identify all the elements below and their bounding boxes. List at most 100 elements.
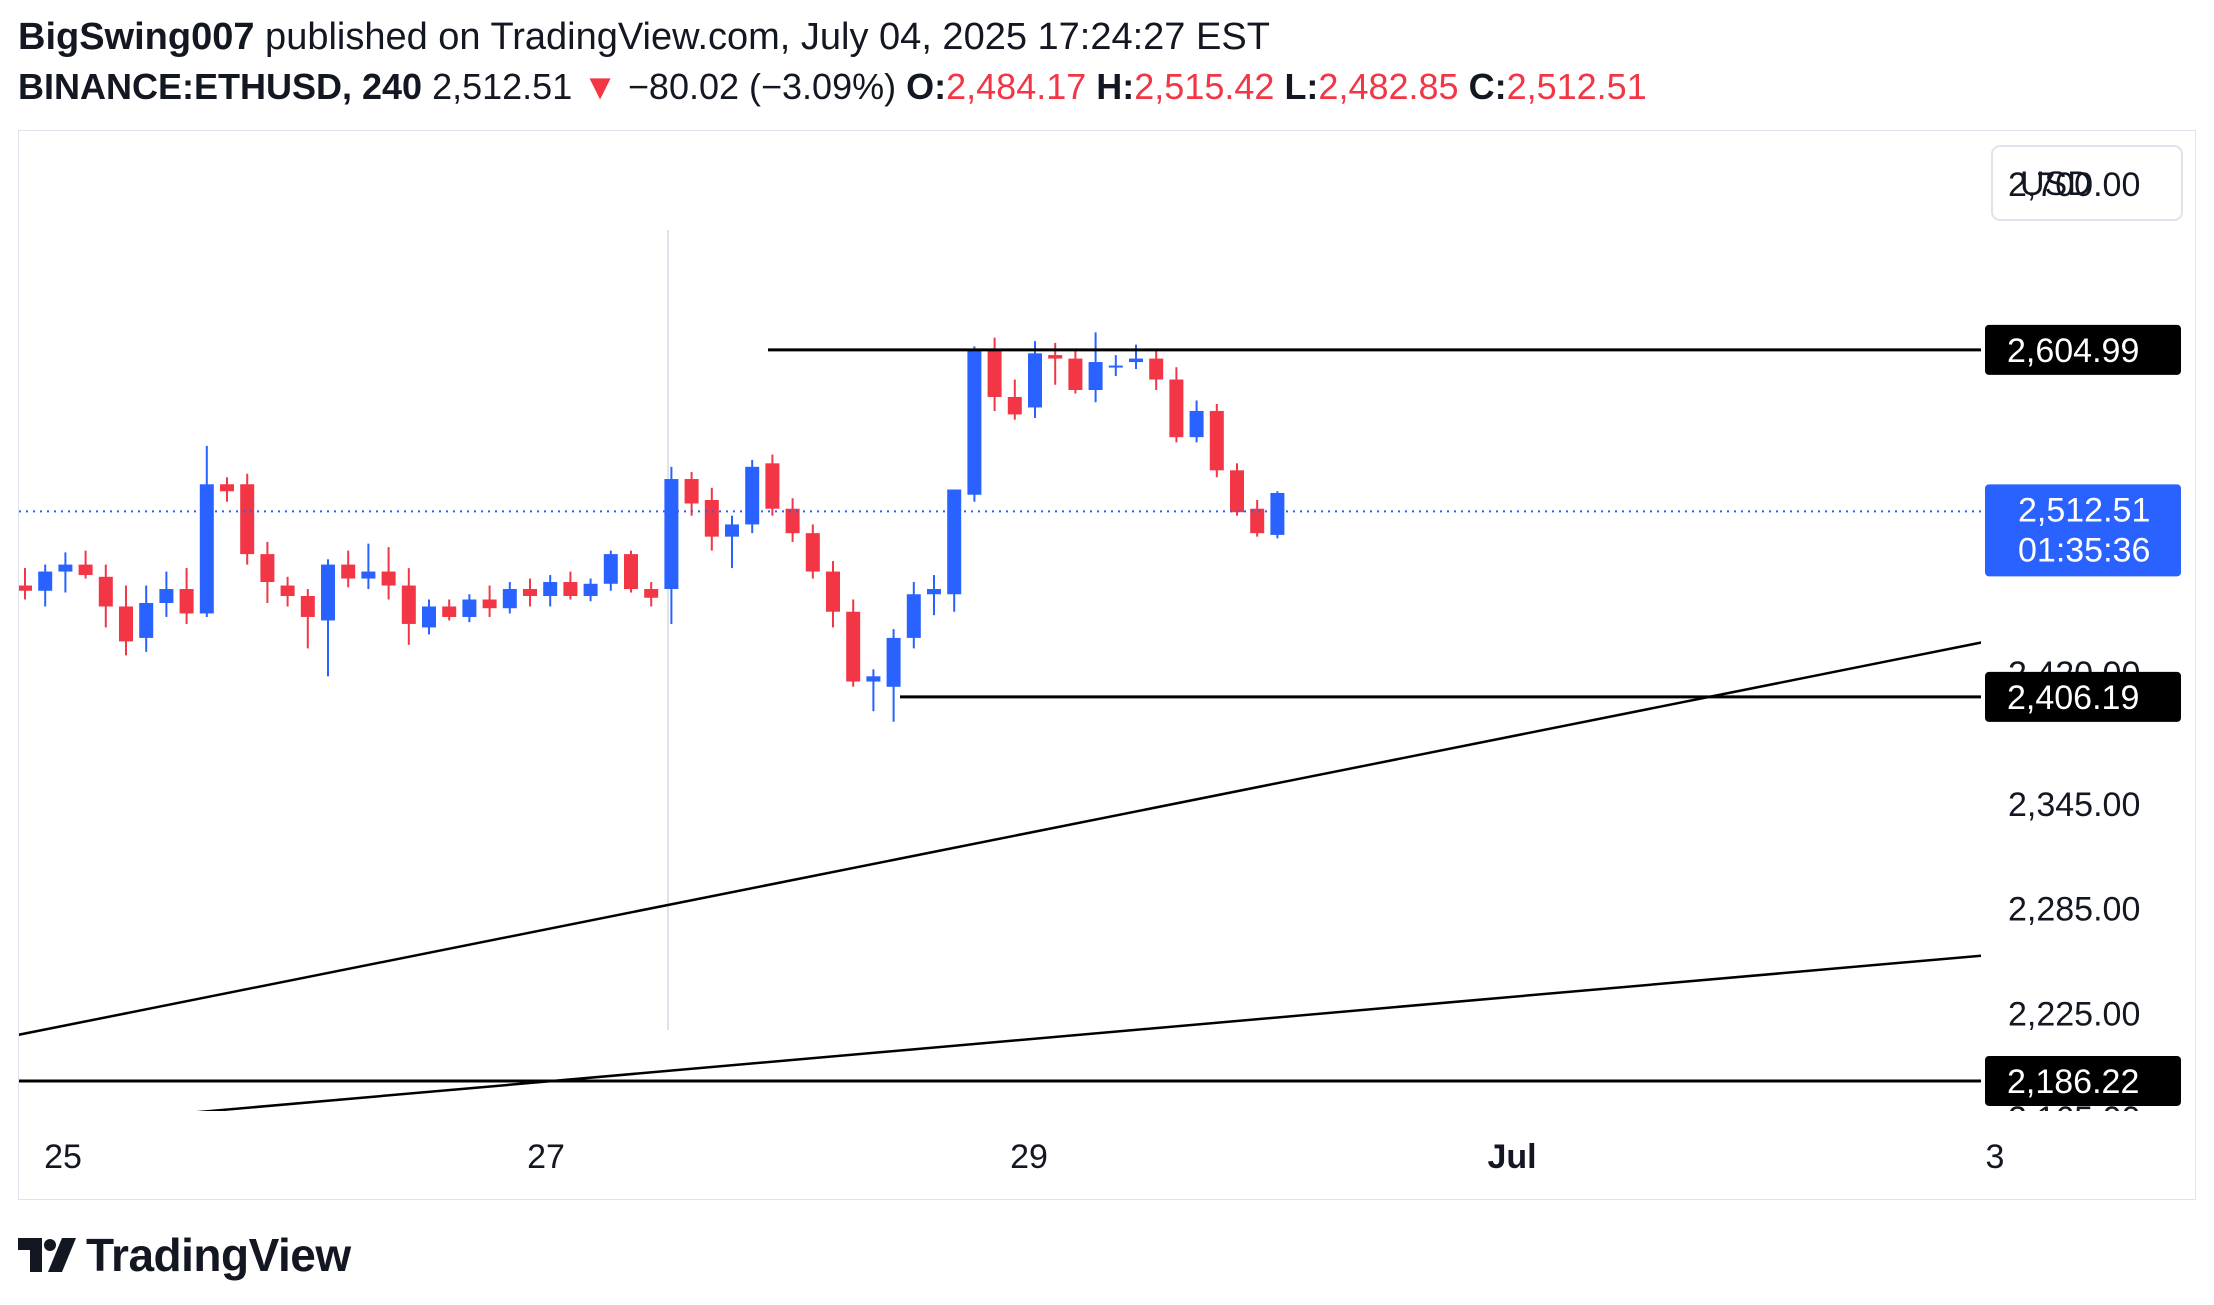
rising-trendline (19, 641, 1981, 1036)
down-triangle-icon: ▼ (582, 66, 618, 107)
candle-body (1270, 493, 1285, 535)
price-axis[interactable]: USD2,700.002,420.002,345.002,285.002,225… (1985, 145, 2183, 1138)
candle-body (260, 554, 275, 583)
candle (664, 466, 679, 624)
author-name[interactable]: BigSwing007 (18, 16, 255, 58)
candle (1129, 344, 1143, 370)
candle-body (1129, 358, 1143, 363)
candle-body (422, 606, 436, 628)
current-price-box (1985, 484, 2181, 577)
candle-body (1189, 410, 1204, 438)
candle-body (159, 589, 174, 603)
candle-body (805, 533, 820, 572)
tradingview-footer: TradingView (18, 1228, 351, 1282)
publish-info: published on TradingView.com, July 04, 2… (254, 16, 1270, 58)
candle (785, 498, 800, 542)
candle (462, 594, 477, 623)
candle-body (765, 463, 780, 509)
candle (98, 564, 113, 628)
candle-body (1088, 362, 1103, 391)
currency-label: USD (2020, 165, 2092, 203)
candle (381, 547, 396, 600)
candle (119, 585, 133, 656)
candle (1230, 463, 1244, 516)
lower-trendline (196, 954, 1981, 1111)
candle (1068, 349, 1083, 394)
candle-body (1250, 508, 1265, 534)
candle (745, 459, 760, 534)
candle (260, 541, 275, 603)
candle (704, 487, 719, 551)
candle (624, 550, 638, 593)
candle-body (987, 349, 1002, 397)
candle-body (906, 594, 921, 638)
candle-body (603, 554, 618, 584)
candle (1028, 341, 1042, 418)
candle-body (179, 589, 194, 614)
candle (361, 543, 376, 590)
publish-line: BigSwing007 published on TradingView.com… (18, 12, 1647, 62)
candle (846, 599, 861, 687)
low-label: L: (1284, 66, 1319, 107)
price-change: −80.02 (−3.09%) (627, 66, 897, 107)
candle (1250, 499, 1265, 537)
candle-body (745, 466, 760, 525)
candle-body (826, 571, 840, 612)
candle-body (725, 524, 739, 537)
candle (240, 473, 255, 565)
candle-body (300, 596, 315, 617)
candle (442, 599, 457, 621)
candle-body (502, 589, 517, 609)
candle-body (240, 484, 255, 555)
candle (684, 472, 699, 516)
candle-body (220, 484, 234, 492)
candle-body (1007, 396, 1022, 415)
candle (38, 564, 53, 607)
candle-body (684, 479, 699, 504)
price-level-box (1985, 324, 2181, 375)
candle-body (361, 571, 376, 579)
candle (159, 571, 174, 617)
candle-body (38, 571, 53, 591)
price-level-box (1985, 671, 2181, 722)
candle-body (1209, 410, 1224, 471)
drawing-layer (19, 348, 1981, 1111)
time-axis[interactable]: 252729Jul3579 (44, 1138, 2214, 1176)
candle (866, 669, 881, 712)
candle-body (1048, 355, 1063, 359)
candle-body (1108, 365, 1123, 368)
candle-body (321, 564, 335, 621)
close-value: 2,512.51 (1506, 66, 1647, 107)
candle (886, 629, 901, 722)
tradingview-logo-text[interactable]: TradingView (86, 1229, 351, 1281)
candle (765, 454, 780, 516)
candle (179, 568, 194, 624)
candle-body (98, 576, 113, 607)
candle (583, 578, 598, 602)
close-label: C: (1468, 66, 1507, 107)
candle-body (543, 582, 558, 597)
candle (341, 550, 356, 588)
candle (58, 552, 73, 593)
candle-body (947, 489, 962, 595)
candle-body (785, 508, 800, 534)
candle (927, 575, 941, 616)
candle-body (846, 611, 861, 682)
candle-body (704, 499, 719, 537)
candle (906, 582, 921, 649)
candle (725, 515, 739, 569)
candle-body (341, 564, 356, 579)
candle (543, 575, 558, 607)
candle (1149, 349, 1164, 391)
candle-body (563, 582, 578, 597)
candle (482, 585, 497, 617)
candle (321, 559, 335, 677)
open-label: O: (906, 66, 947, 107)
candle-body (624, 554, 638, 590)
candle (139, 585, 154, 652)
candle (300, 589, 315, 649)
symbol-label[interactable]: BINANCE:ETHUSD, 240 (18, 66, 423, 107)
candle-body (119, 606, 133, 642)
candle-body (280, 585, 295, 597)
